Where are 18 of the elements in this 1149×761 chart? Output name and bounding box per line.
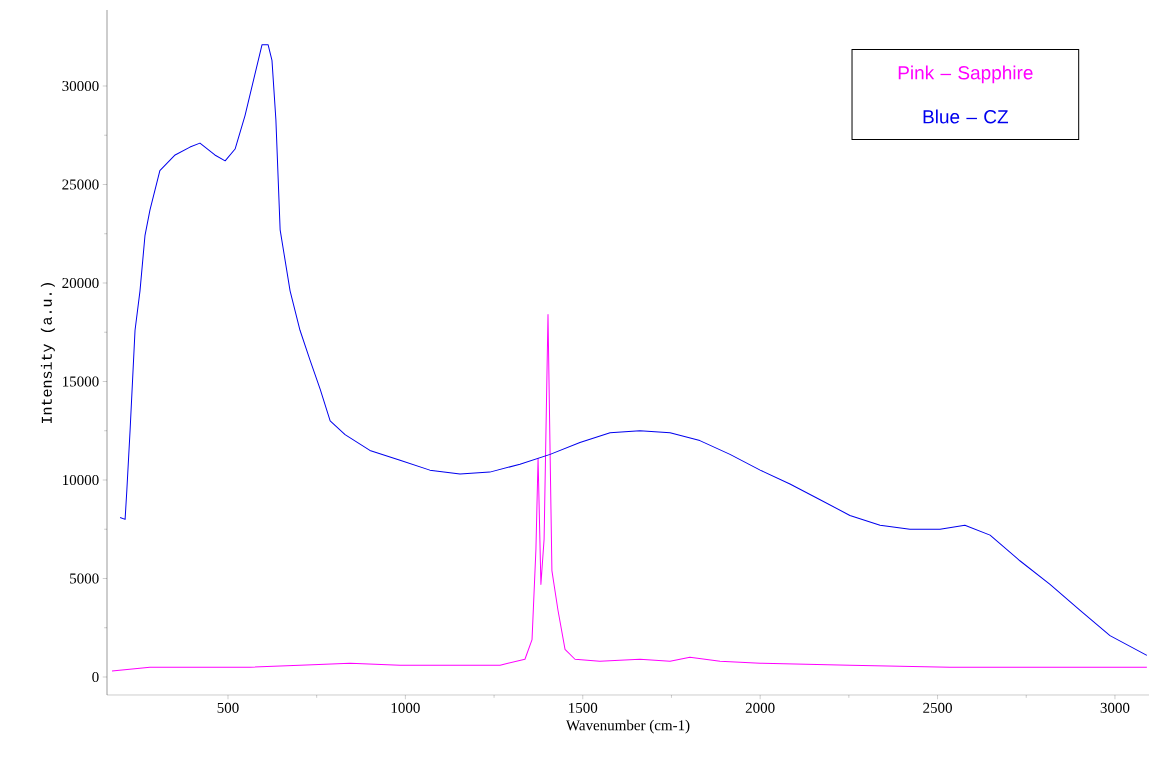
x-tick-label: 2000 xyxy=(745,702,775,713)
x-tick-label: 500 xyxy=(217,702,239,713)
y-tick-label: 30000 xyxy=(62,80,99,92)
x-axis-title: Wavenumber (cm-1) xyxy=(565,719,690,734)
text: Pink – Sapphire xyxy=(898,65,1033,84)
y-tick-label: 0 xyxy=(92,671,99,683)
y-tick-label: 15000 xyxy=(63,376,99,387)
y-tick-label: 20000 xyxy=(62,277,99,289)
y-axis-title: Intensity (a.u.) xyxy=(40,283,55,424)
x-tick-label: 2500 xyxy=(923,702,952,713)
line-series xyxy=(119,44,1148,656)
y-tick-label: 5000 xyxy=(70,573,99,584)
x-tick-label: 3000 xyxy=(1100,702,1130,713)
y-tick-label: 25000 xyxy=(62,179,99,190)
y-tick-label: 10000 xyxy=(63,474,99,486)
text: Blue – CZ xyxy=(923,109,1009,124)
x-tick-label: 1000 xyxy=(391,702,420,713)
x-tick-label: 1500 xyxy=(569,702,598,713)
